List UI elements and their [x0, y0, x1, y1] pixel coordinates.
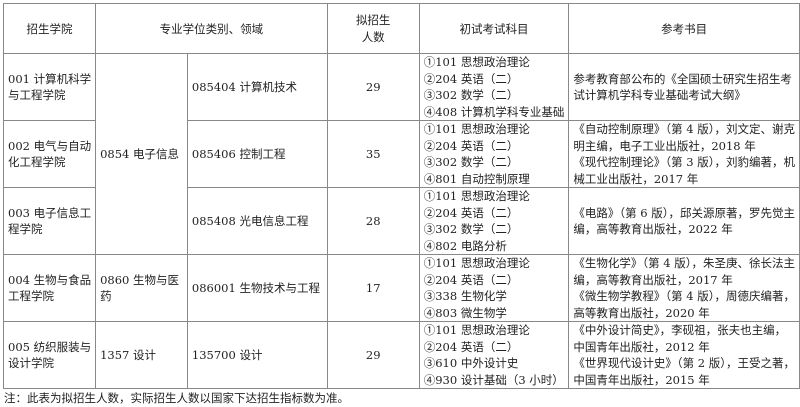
exams-cell: ①101 思想政治理论 ②204 英语（二） ③302 数学（二） ④801 自动控制… — [418, 120, 570, 188]
header-college: 招生学院 — [2, 3, 97, 54]
books-cell: 《电路》（第 6 版），邱关源原著，罗先觉主 编，高等教育出版社，2022 年 — [568, 187, 800, 255]
text-line: 003 电子信息工 — [8, 205, 92, 220]
text-line: ①101 思想政治理论 — [423, 323, 530, 337]
field-cell: 135700 设计 — [186, 321, 328, 389]
text-line: ①101 思想政治理论 — [423, 189, 530, 203]
text-line: ②204 英语（二） — [423, 205, 519, 220]
exams-cell: ①101 思想政治理论 ②204 英语（二） ③302 数学（二） ④802 电路分析 — [418, 187, 570, 255]
college-cell: 005 纺织服装与 设计学院 — [2, 321, 97, 389]
text-line: ③302 数学（二） — [423, 222, 519, 236]
text-line: 中国青年出版社，2012 年 — [573, 339, 710, 354]
header-count-line: 拟招生 — [355, 13, 391, 27]
text-line: ①101 思想政治理论 — [423, 256, 530, 270]
text-line: ②204 英语（二） — [423, 339, 519, 354]
text-line: ④801 自动控制原理 — [423, 171, 530, 186]
header-count: 拟招生 人数 — [326, 3, 420, 54]
text-line: ③610 中外设计史 — [423, 356, 519, 370]
text-line: ②204 英语（二） — [423, 272, 519, 287]
header-field: 专业学位类别、领域 — [95, 3, 328, 54]
text-line: 《微生物学教程》（第 4 版），周德庆编著， — [573, 289, 795, 303]
header-row: 招生学院 专业学位类别、领域 拟招生人数 初试考试科目 参考书目 — [2, 3, 800, 54]
text-line: 工程学院 — [8, 289, 54, 303]
footnote: 注：此表为拟招生人数，实际招生人数以国家下达招生指标数为准。 — [4, 391, 349, 405]
text-line: ①101 思想政治理论 — [423, 55, 530, 69]
text-line: 《世界现代设计史》（第 2 版），王受之著， — [573, 356, 795, 370]
text-line: ②204 英语（二） — [423, 71, 519, 86]
text-line: ②204 英语（二） — [423, 138, 519, 153]
text-line: 《自动控制原理》（第 4 版），刘文定、谢克 — [573, 122, 795, 136]
text-line: 《中外设计简史》，李砚祖，张夫也主编， — [573, 323, 787, 337]
college-cell: 002 电气与自动 化工程学院 — [2, 120, 97, 188]
count-cell: 29 — [326, 53, 420, 121]
text-line: 参考教育部公布的《全国硕士研究生招生考 — [573, 71, 792, 86]
table-row: 002 电气与自动 化工程学院 085406 控制工程 35 ①101 思想政治理论 ②2… — [2, 120, 800, 188]
count-cell: 29 — [326, 321, 420, 389]
count-cell: 17 — [326, 254, 420, 322]
text-line: ③302 数学（二） — [423, 88, 519, 102]
table-row: 003 电子信息工 程学院 085408 光电信息工程 28 ①101 思想政治理论 ②2… — [2, 187, 800, 255]
text-line: 编，高等教育出版社，2017 年 — [573, 272, 733, 287]
table-row: 004 生物与食品 工程学院 0860 生物与医药 086001 生物技术与工程 17 ①… — [2, 254, 800, 322]
text-line: 《电路》（第 6 版），邱关源原著，罗先觉主 — [573, 205, 795, 220]
field-cell: 085408 光电信息工程 — [186, 187, 328, 255]
count-cell: 28 — [326, 187, 420, 255]
text-line: 高等教育出版社，2020 年 — [573, 305, 710, 320]
text-line: 与工程学院 — [8, 88, 66, 102]
text-line: 程学院 — [8, 222, 43, 236]
category-cell: 1357 设计 — [95, 321, 188, 389]
field-cell: 086001 生物技术与工程 — [186, 254, 328, 322]
field-cell: 085406 控制工程 — [186, 120, 328, 188]
field-cell: 085404 计算机技术 — [186, 53, 328, 121]
text-line: 明主编，电子工业出版社，2018 年 — [573, 138, 756, 153]
category-cell: 0854 电子信息 — [95, 53, 188, 255]
text-line: 试计算机学科专业基础考试大纲》 — [573, 88, 746, 102]
books-cell: 《中外设计简史》，李砚祖，张夫也主编， 中国青年出版社，2012 年《世界现代设计… — [568, 321, 800, 389]
text-line: 编，高等教育出版社，2022 年 — [573, 222, 733, 236]
header-count-line: 人数 — [361, 29, 385, 44]
table-row: 005 纺织服装与 设计学院 1357 设计 135700 设计 29 ①101 思想政治… — [2, 321, 800, 389]
admissions-table: 招生学院 专业学位类别、领域 拟招生人数 初试考试科目 参考书目 001 计算机… — [2, 3, 800, 389]
header-exams: 初试考试科目 — [418, 3, 570, 54]
text-line: 中国青年出版社，2015 年 — [573, 372, 710, 387]
text-line: 设计学院 — [8, 356, 54, 370]
text-line: ③302 数学（二） — [423, 155, 519, 169]
text-line: 化工程学院 — [8, 155, 66, 169]
books-cell: 参考教育部公布的《全国硕士研究生招生考 试计算机学科专业基础考试大纲》 — [568, 53, 800, 121]
text-line: 002 电气与自动 — [8, 138, 92, 153]
text-line: ③338 生物化学 — [423, 289, 507, 303]
text-line: ④803 微生物学 — [423, 305, 507, 320]
text-line: ④930 设计基础（3 小时） — [423, 372, 564, 387]
text-line: 械工业出版社，2017 年 — [573, 171, 699, 186]
college-cell: 004 生物与食品 工程学院 — [2, 254, 97, 322]
text-line: 005 纺织服装与 — [8, 339, 92, 354]
exams-cell: ①101 思想政治理论 ②204 英语（二） ③302 数学（二） ④408 计算机学… — [418, 53, 570, 121]
books-cell: 《自动控制原理》（第 4 版），刘文定、谢克 明主编，电子工业出版社，2018 年… — [568, 120, 800, 188]
text-line: 004 生物与食品 — [8, 272, 92, 287]
table-row: 001 计算机科学 与工程学院 0854 电子信息 085404 计算机技术 29 ①10… — [2, 53, 800, 255]
exams-cell: ①101 思想政治理论 ②204 英语（二） ③338 生物化学 ④803 微生物学 — [418, 254, 570, 322]
count-cell: 35 — [326, 120, 420, 188]
exams-cell: ①101 思想政治理论 ②204 英语（二） ③610 中外设计史 ④930 设计基础… — [418, 321, 570, 389]
text-line: ④802 电路分析 — [423, 238, 507, 253]
text-line: ①101 思想政治理论 — [423, 122, 530, 136]
college-cell: 003 电子信息工 程学院 — [2, 187, 97, 255]
college-cell: 001 计算机科学 与工程学院 — [2, 53, 97, 121]
text-line: 001 计算机科学 — [8, 71, 92, 86]
text-line: 《现代控制理论》（第 3 版），刘豹编著，机 — [573, 155, 795, 169]
category-cell: 0860 生物与医药 — [95, 254, 188, 322]
header-books: 参考书目 — [568, 3, 800, 54]
text-line: 《生物化学》（第 4 版），朱圣庚、徐长法主 — [573, 256, 795, 270]
text-line: ④408 计算机学科专业基础 — [423, 104, 565, 119]
books-cell: 《生物化学》（第 4 版），朱圣庚、徐长法主 编，高等教育出版社，2017 年《微… — [568, 254, 800, 322]
